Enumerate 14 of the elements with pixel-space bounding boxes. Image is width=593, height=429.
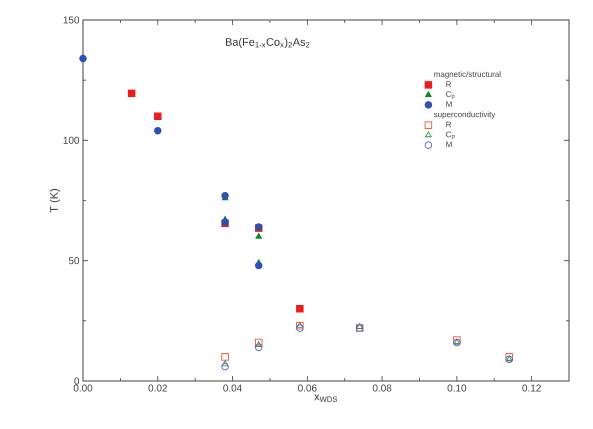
y-tick-label: 100 — [64, 136, 80, 144]
x-axis-title: x$_{WDS}$ — [314, 394, 338, 402]
x-tick-label: 0.08 — [372, 384, 392, 392]
text: Ba(Fe$_{1-x}$Co$_{x}$)$_{2}$As$_{2}$ — [226, 38, 310, 48]
y-tick-label: 150 — [64, 16, 80, 24]
x-tick-label: 0.10 — [448, 384, 466, 392]
y-tick-label: 50 — [68, 257, 80, 264]
x-tick-label: 0.00 — [74, 384, 92, 392]
x-tick-label: 0.02 — [148, 384, 167, 392]
x-tick-label: 0.12 — [522, 384, 541, 392]
y-axis-title: T (K) — [50, 189, 60, 212]
y-tick-label: 0 — [74, 377, 80, 385]
x-tick-label: 0.06 — [298, 384, 317, 392]
x-tick-label: 0.04 — [223, 384, 242, 392]
